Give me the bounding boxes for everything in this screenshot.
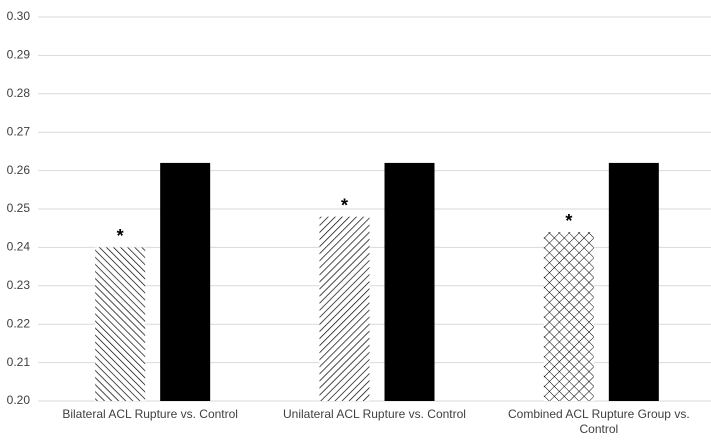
annotation: * <box>117 226 124 246</box>
annotation: * <box>565 211 572 231</box>
x-tick-label: Combined ACL Rupture Group vs. Control <box>508 407 690 436</box>
y-tick-label: 0.21 <box>7 355 31 369</box>
bar <box>384 162 435 401</box>
y-tick-label: 0.24 <box>7 240 31 254</box>
y-tick-label: 0.20 <box>7 393 31 407</box>
bar <box>160 162 211 401</box>
y-tick-label: 0.23 <box>7 278 31 292</box>
y-tick-label: 0.25 <box>7 201 31 215</box>
bar <box>543 232 594 401</box>
x-tick-label: Bilateral ACL Rupture vs. Control <box>62 407 238 421</box>
y-tick-label: 0.29 <box>7 48 31 62</box>
y-tick-label: 0.22 <box>7 316 31 330</box>
y-tick-label: 0.26 <box>7 163 31 177</box>
annotation: * <box>341 195 348 215</box>
bar <box>608 162 659 401</box>
bar <box>95 247 146 401</box>
y-tick-label: 0.27 <box>7 124 31 138</box>
x-tick-label: Unilateral ACL Rupture vs. Control <box>283 407 466 421</box>
y-tick-label: 0.28 <box>7 86 31 100</box>
bar <box>319 216 370 401</box>
y-tick-label: 0.30 <box>7 9 31 23</box>
